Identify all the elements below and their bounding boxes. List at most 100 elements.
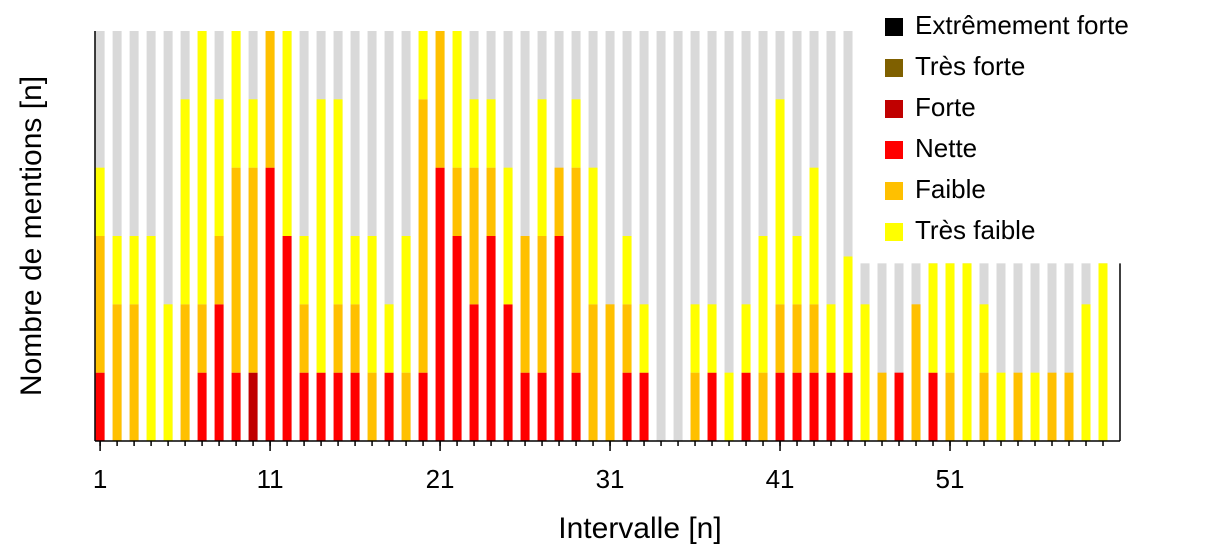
bar-segment [401,236,411,373]
bar-segment [418,99,428,373]
bar-segment [486,167,496,236]
bar-segment [265,167,275,441]
bar-segment [248,372,258,441]
bar-segment [962,263,972,441]
bar-segment [690,372,700,441]
bar-segment [588,304,598,441]
bar-segment [197,304,207,373]
bar-segment [690,304,700,373]
bar-segment [928,263,938,373]
bar-segment [418,372,428,441]
bar-segment [945,372,955,441]
x-tick-label: 11 [257,464,284,494]
total-bar [996,263,1006,441]
x-axis-label: Intervalle [n] [558,512,721,545]
bar-segment [333,99,343,305]
bar-segment [877,372,887,441]
bar-segment [435,167,445,441]
bar-segment [1064,372,1074,441]
bar-segment [299,372,309,441]
bar-segment [622,372,632,441]
bar-segment [537,372,547,441]
bar-segment [350,236,360,305]
bar-segment [758,236,768,373]
bar-segment [384,372,394,441]
bar-segment [571,99,581,168]
total-bar [1047,263,1057,441]
bar-segment [129,236,139,305]
legend-swatch [885,182,903,200]
total-bar [1013,263,1023,441]
bar-segment [979,304,989,373]
bar-segment [520,236,530,373]
legend-swatch [885,223,903,241]
total-bar [384,31,394,441]
legend-label: Forte [915,92,976,122]
total-bar [724,31,734,441]
total-bar [1064,263,1074,441]
bar-segment [792,372,802,441]
bar-segment [231,167,241,373]
bar-segment [622,304,632,373]
bar-segment [1098,263,1108,441]
bar-segment [571,372,581,441]
total-bar [673,31,683,441]
bar-segment [350,304,360,373]
bar-segment [197,31,207,305]
bar-segment [231,31,241,168]
total-bar [707,31,717,441]
bar-segment [95,236,105,373]
bar-segment [282,236,292,441]
bar-segment [571,167,581,373]
bar-segment [996,372,1006,441]
x-tick-label: 51 [936,464,965,494]
bar-segment [282,31,292,236]
bar-segment [1047,372,1057,441]
total-bar [163,31,173,441]
bar-segment [826,304,836,373]
bar-segment [622,236,632,305]
bar-segment [724,372,734,441]
bar-segment [95,372,105,441]
bar-segment [775,304,785,373]
bar-segment [707,304,717,373]
x-tick-label: 41 [766,464,795,494]
total-bar [843,31,853,441]
bar-segment [129,304,139,441]
bar-segment [588,167,598,305]
bar-segment [979,372,989,441]
bar-segment [826,372,836,441]
bar-segment [911,304,921,441]
bar-segment [945,263,955,373]
legend-swatch [885,18,903,36]
legend-label: Nette [915,133,977,163]
bar-segment [486,236,496,441]
bar-segment [333,372,343,441]
bar-segment [1030,372,1040,441]
bar-segment [146,236,156,441]
total-bar [605,31,615,441]
bar-segment [435,31,445,168]
legend-swatch [885,100,903,118]
bar-segment [860,304,870,441]
bar-segment [639,304,649,373]
bar-segment [775,372,785,441]
bar-segment [112,236,122,305]
legend-label: Faible [915,174,986,204]
total-bar [826,31,836,441]
bar-segment [809,304,819,373]
bar-segment [367,236,377,373]
bar-segment [231,372,241,441]
bar-segment [452,167,462,236]
bar-segment [707,372,717,441]
bar-segment [418,31,428,100]
bar-segment [809,167,819,305]
bar-segment [469,167,479,305]
total-bar [1030,263,1040,441]
bar-segment [197,372,207,441]
bar-segment [758,372,768,441]
bar-segment [316,99,326,373]
bar-segment [452,236,462,441]
total-bar [741,31,751,441]
